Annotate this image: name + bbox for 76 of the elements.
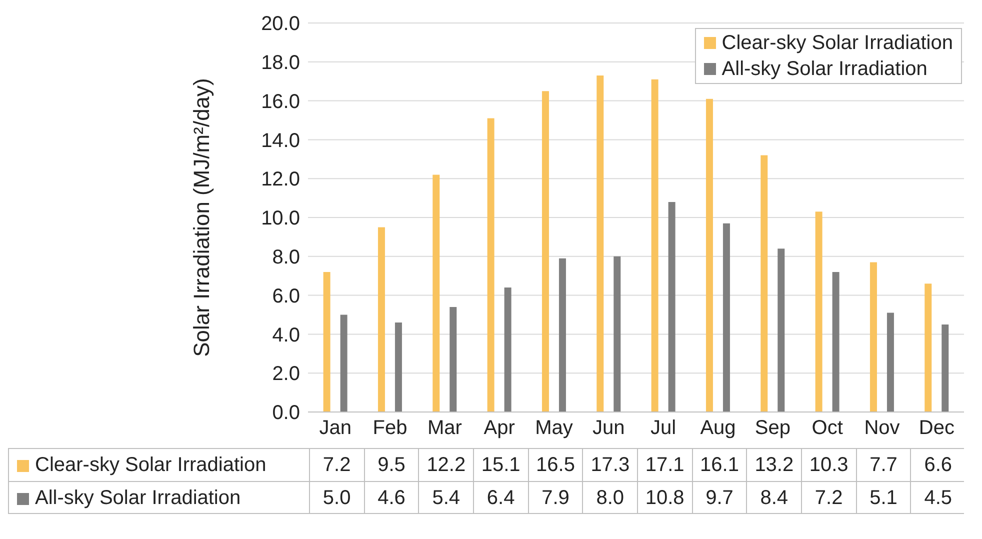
bar bbox=[778, 248, 785, 412]
legend-label: Clear-sky Solar Irradiation bbox=[720, 31, 953, 56]
data-label: 17.3 bbox=[582, 449, 637, 481]
data-label: 7.7 bbox=[856, 449, 910, 481]
x-tick-label: Sep bbox=[754, 417, 790, 440]
text: Clear-sky Solar Irradiation bbox=[35, 454, 266, 476]
bar bbox=[706, 98, 713, 412]
y-tick-label: 16.0 bbox=[261, 90, 300, 113]
bar bbox=[924, 284, 932, 412]
text: All-sky Solar Irradiation bbox=[35, 487, 241, 509]
data-label: 4.6 bbox=[364, 482, 418, 514]
data-label: 9.7 bbox=[692, 482, 746, 514]
y-axis-title: Solar Irradiation (MJ/m²/day) bbox=[188, 78, 214, 357]
data-label: 7.2 bbox=[801, 482, 856, 514]
bar bbox=[886, 312, 894, 412]
x-tick-label: Oct bbox=[812, 417, 844, 440]
bar bbox=[942, 324, 949, 412]
bar bbox=[596, 76, 604, 412]
x-tick-label: Nov bbox=[864, 417, 900, 440]
bar bbox=[651, 79, 658, 412]
bar bbox=[394, 322, 402, 412]
bar bbox=[832, 272, 840, 412]
data-label: 6.4 bbox=[473, 482, 528, 514]
data-label: 6.6 bbox=[910, 449, 965, 481]
data-label: 9.5 bbox=[364, 449, 418, 481]
data-label: 10.8 bbox=[637, 482, 692, 514]
bar bbox=[558, 258, 566, 412]
y-tick-label: 14.0 bbox=[261, 130, 300, 152]
bar bbox=[722, 223, 730, 412]
y-tick-label: 0.0 bbox=[272, 402, 300, 424]
x-tick-label: Dec bbox=[918, 417, 954, 440]
bar bbox=[668, 202, 676, 412]
y-tick-label: 10.0 bbox=[261, 208, 300, 230]
data-label: 5.4 bbox=[418, 482, 473, 514]
bar bbox=[432, 174, 440, 412]
bar bbox=[487, 118, 494, 412]
bar bbox=[760, 155, 768, 412]
y-tick-label: 4.0 bbox=[272, 324, 300, 346]
x-tick-label: Apr bbox=[484, 417, 516, 440]
bar bbox=[870, 262, 877, 412]
data-label: 7.2 bbox=[309, 449, 364, 481]
legend-label: All-sky Solar Irradiation bbox=[720, 57, 928, 82]
y-tick-label: 20.0 bbox=[261, 13, 300, 36]
bar bbox=[378, 227, 385, 412]
x-tick-label: May bbox=[535, 417, 573, 440]
x-tick-label: Aug bbox=[700, 417, 736, 440]
x-tick-label: Jun bbox=[592, 417, 625, 440]
data-label: 4.5 bbox=[910, 482, 965, 514]
bar bbox=[815, 212, 822, 412]
data-label: 8.0 bbox=[582, 482, 637, 514]
data-label: 5.1 bbox=[856, 482, 910, 514]
data-label: 16.5 bbox=[528, 449, 582, 481]
data-label: 7.9 bbox=[528, 482, 582, 514]
data-label: 12.2 bbox=[418, 449, 473, 481]
data-label: 15.1 bbox=[473, 449, 528, 481]
y-tick-label: 2.0 bbox=[272, 363, 300, 386]
data-label: 13.2 bbox=[746, 449, 801, 481]
bar bbox=[614, 256, 621, 412]
data-label: 10.3 bbox=[801, 449, 856, 481]
bar bbox=[542, 91, 549, 412]
bar bbox=[323, 272, 330, 412]
x-tick-label: Mar bbox=[427, 417, 462, 440]
bar bbox=[450, 306, 457, 412]
x-tick-label: Jul bbox=[650, 417, 676, 440]
data-label: 17.1 bbox=[637, 449, 692, 481]
x-tick-label: Jan bbox=[319, 417, 352, 440]
data-label: 8.4 bbox=[746, 482, 801, 514]
y-tick-label: 12.0 bbox=[261, 168, 300, 191]
x-tick-label: Feb bbox=[372, 417, 408, 440]
data-label: 5.0 bbox=[309, 482, 364, 514]
y-tick-label: 6.0 bbox=[272, 285, 300, 308]
y-tick-label: 18.0 bbox=[261, 52, 300, 74]
y-tick-label: 8.0 bbox=[272, 246, 300, 268]
bar bbox=[504, 288, 512, 412]
bar bbox=[340, 314, 348, 412]
data-label: 16.1 bbox=[692, 449, 746, 481]
